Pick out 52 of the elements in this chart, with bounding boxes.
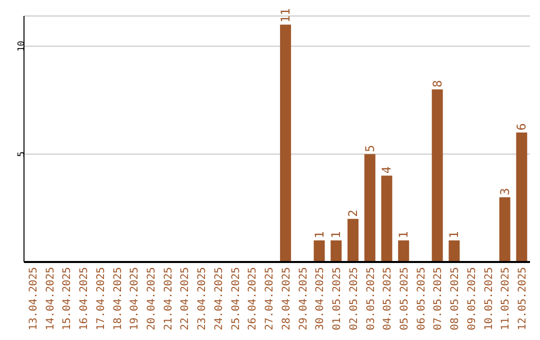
data-label: 3: [498, 188, 512, 196]
x-tick-label: 21.04.2025: [162, 267, 174, 330]
data-label: 11: [278, 8, 293, 23]
x-tick-label: 27.04.2025: [264, 267, 276, 330]
x-tick-label: 08.05.2025: [449, 267, 462, 330]
x-tick-label: 02.05.2025: [348, 267, 360, 330]
x-tick-label: 06.05.2025: [415, 267, 428, 330]
bar: [364, 154, 376, 262]
data-label: 8: [430, 80, 444, 88]
x-tick-label: 19.04.2025: [128, 267, 141, 330]
x-tick-label: 29.04.2025: [297, 267, 310, 330]
data-label: 1: [312, 231, 326, 238]
x-tick-label: 18.04.2025: [112, 267, 124, 330]
x-tick-label: 04.05.2025: [382, 267, 394, 330]
x-tick-label: 22.04.2025: [179, 267, 192, 330]
x-tick-label: 07.05.2025: [432, 267, 444, 330]
x-tick-label: 12.05.2025: [516, 267, 529, 330]
data-label: 4: [380, 166, 394, 174]
bar: [398, 240, 410, 262]
x-tick-label: 01.05.2025: [331, 267, 344, 330]
x-tick-label: 20.04.2025: [146, 267, 158, 330]
x-tick-label: 23.04.2025: [196, 267, 208, 330]
x-tick-label: 10.05.2025: [482, 267, 495, 330]
x-tick-label: 14.04.2025: [44, 267, 56, 330]
x-tick-label: 26.04.2025: [246, 267, 259, 330]
x-tick-label: 24.04.2025: [212, 267, 225, 330]
data-label: 6: [514, 123, 529, 131]
x-tick-label: 15.04.2025: [61, 267, 74, 330]
x-tick-label: 30.04.2025: [314, 267, 326, 330]
bar: [499, 197, 510, 262]
bar: [448, 240, 460, 262]
x-tick-label: 11.05.2025: [500, 267, 512, 330]
bar: [381, 176, 392, 262]
data-label: 1: [447, 231, 462, 238]
bar: [516, 132, 528, 262]
data-label: 5: [362, 144, 377, 152]
bar: [330, 240, 342, 262]
bar: [314, 240, 325, 262]
x-tick-label: 09.05.2025: [466, 267, 478, 330]
data-label: 1: [396, 231, 411, 238]
x-tick-label: 17.04.2025: [94, 267, 107, 330]
bar: [348, 218, 359, 262]
x-tick-label: 28.04.2025: [280, 267, 292, 330]
bar: [280, 24, 292, 262]
x-tick-label: 05.05.2025: [398, 267, 410, 330]
x-tick-label: 13.04.2025: [27, 267, 40, 330]
x-tick-label: 25.04.2025: [230, 267, 242, 330]
data-label: 1: [329, 231, 344, 238]
data-label: 2: [346, 210, 360, 217]
x-tick-label: 03.05.2025: [364, 267, 377, 330]
x-tick-label: 16.04.2025: [78, 267, 90, 330]
bar: [432, 89, 443, 262]
